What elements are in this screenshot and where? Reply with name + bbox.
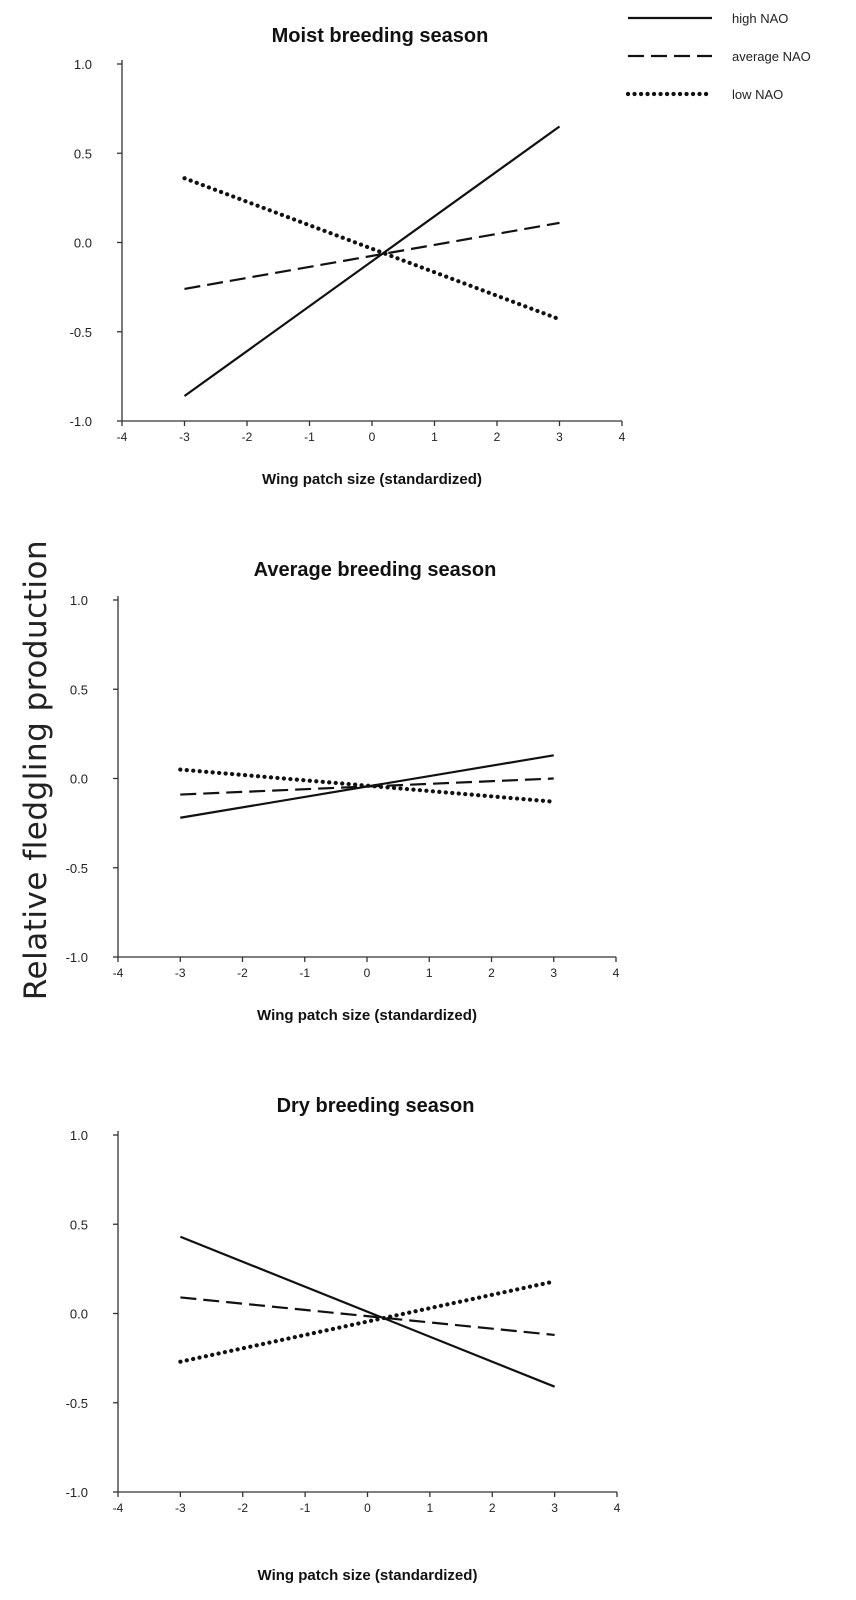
x-tick-label: 1 [427, 1501, 434, 1515]
x-tick-label: 2 [494, 430, 501, 444]
chart-panel-1: Moist breeding season -4 -3 -2 -1 0 1 2 3 4 -1.0 -0… [70, 25, 626, 488]
legend: high NAO average NAO low NAO [625, 11, 811, 102]
chart-panel-3: Dry breeding season -4 -3 -2 -1 0 1 2 3 4 -1.0 -0.5… [66, 1095, 621, 1584]
y-tick-label: -1.0 [66, 950, 88, 965]
chart-title: Average breeding season [254, 559, 497, 581]
x-tick-label: 4 [614, 1501, 621, 1515]
y-tick-label: 1.0 [70, 1128, 88, 1143]
x-tick-label: 1 [426, 966, 433, 980]
legend-entry-label: high NAO [732, 11, 788, 26]
x-tick-label: -1 [304, 430, 315, 444]
chart-panels: Moist breeding season -4 -3 -2 -1 0 1 2 3 4 -1.0 -0… [66, 25, 626, 1584]
x-tick-label: -3 [179, 430, 190, 444]
x-tick-label: -1 [300, 1501, 311, 1515]
y-tick-label: 0.5 [74, 146, 92, 161]
y-tick-label: 0.5 [70, 682, 88, 697]
legend-entry-label: average NAO [732, 49, 811, 64]
y-tick-label: 0.0 [74, 236, 92, 251]
legend-entry-label: low NAO [732, 87, 783, 102]
shared-y-axis-label: Relative fledgling production [18, 539, 54, 1001]
y-tick-label: -0.5 [66, 1396, 88, 1411]
y-tick-label: 0.0 [70, 772, 88, 787]
x-tick-label: -2 [242, 430, 253, 444]
x-tick-label: -1 [299, 966, 310, 980]
chart-title: Moist breeding season [272, 25, 489, 47]
series-line-low-nao [178, 1279, 557, 1364]
chart-panel-2: Average breeding season -4 -3 -2 -1 0 1 2 3 4 -1.0… [66, 559, 620, 1024]
y-tick-label: -0.5 [66, 861, 88, 876]
chart-title: Dry breeding season [277, 1095, 475, 1117]
x-tick-label: -2 [237, 966, 248, 980]
x-tick-label: -4 [113, 1501, 124, 1515]
x-tick-label: 1 [431, 430, 438, 444]
series-line-average-nao [180, 1296, 555, 1337]
y-tick-label: -1.0 [70, 414, 92, 429]
x-tick-label: -4 [113, 966, 124, 980]
x-axis-label: Wing patch size (standardized) [262, 471, 482, 488]
series-line-average-nao [184, 221, 560, 290]
x-axis-label: Wing patch size (standardized) [258, 1567, 478, 1584]
series-line-low-nao [182, 176, 562, 322]
x-tick-label: 0 [364, 966, 371, 980]
y-tick-label: -1.0 [66, 1485, 88, 1500]
x-axis-label: Wing patch size (standardized) [257, 1007, 477, 1024]
x-tick-label: 0 [364, 1501, 371, 1515]
x-tick-label: -4 [117, 430, 128, 444]
x-tick-label: -3 [175, 1501, 186, 1515]
y-tick-label: 1.0 [74, 57, 92, 72]
x-tick-label: 2 [489, 1501, 496, 1515]
y-tick-label: -0.5 [70, 325, 92, 340]
x-tick-label: 4 [613, 966, 620, 980]
x-tick-label: -2 [237, 1501, 248, 1515]
x-tick-label: 3 [550, 966, 557, 980]
x-tick-label: 0 [369, 430, 376, 444]
x-tick-label: 3 [556, 430, 563, 444]
x-tick-label: 4 [619, 430, 626, 444]
x-tick-label: 2 [488, 966, 495, 980]
series-line-high-nao [183, 125, 561, 397]
series-line-low-nao [178, 767, 556, 804]
series-line-high-nao [179, 1235, 556, 1388]
y-tick-label: 1.0 [70, 593, 88, 608]
y-tick-label: 0.0 [70, 1307, 88, 1322]
y-tick-label: 0.5 [70, 1217, 88, 1232]
x-tick-label: -3 [175, 966, 186, 980]
x-tick-label: 3 [551, 1501, 558, 1515]
